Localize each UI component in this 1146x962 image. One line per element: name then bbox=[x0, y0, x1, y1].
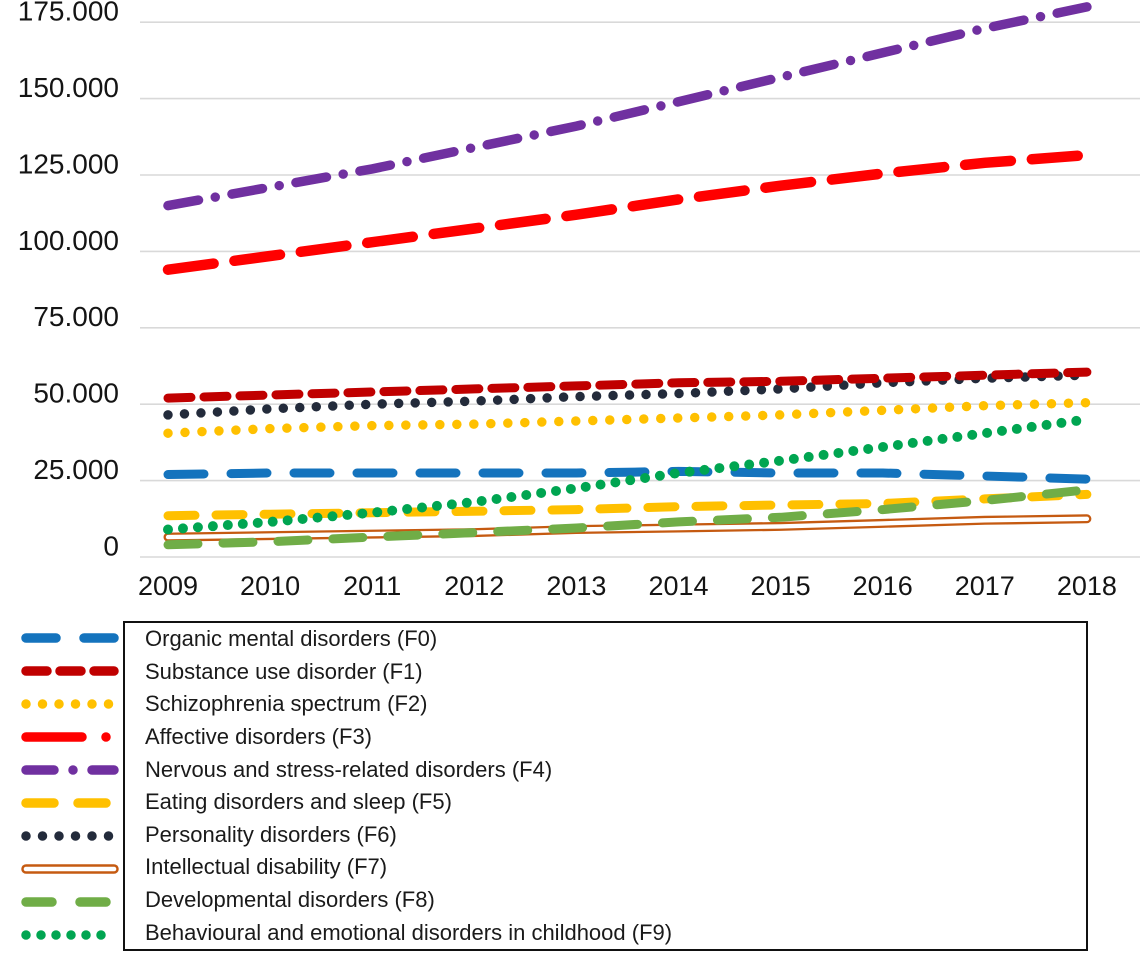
series-line-F8 bbox=[163, 485, 1092, 550]
y-axis-tick-label: 25.000 bbox=[33, 454, 119, 485]
legend-item-F8: Developmental disorders (F8) bbox=[145, 884, 1086, 917]
x-axis-tick-label: 2013 bbox=[546, 571, 606, 601]
legend-item-F7: Intellectual disability (F7) bbox=[145, 851, 1086, 884]
x-axis-tick-label: 2014 bbox=[648, 571, 708, 601]
legend-swatch-F9 bbox=[20, 918, 123, 951]
legend-item-label: Schizophrenia spectrum (F2) bbox=[145, 691, 428, 717]
legend-item-F0: Organic mental disorders (F0) bbox=[145, 623, 1086, 656]
legend-swatch-F0 bbox=[20, 621, 123, 654]
legend-item-label: Intellectual disability (F7) bbox=[145, 854, 388, 880]
legend-swatch-F6 bbox=[20, 819, 123, 852]
legend-line-icon-F4 bbox=[21, 764, 119, 775]
series-line-F0 bbox=[163, 466, 1092, 484]
legend-item-label: Personality disorders (F6) bbox=[145, 821, 397, 847]
legend-item-F9: Behavioural and emotional disorders in c… bbox=[145, 916, 1086, 949]
x-axis-tick-label: 2015 bbox=[751, 571, 811, 601]
legend-swatch-F1 bbox=[20, 654, 123, 687]
series-line-F3 bbox=[162, 149, 1093, 275]
series-line-F5 bbox=[163, 489, 1092, 521]
legend-item-label: Affective disorders (F3) bbox=[145, 724, 373, 750]
x-axis-tick-label: 2017 bbox=[955, 571, 1015, 601]
x-axis-tick-label: 2018 bbox=[1057, 571, 1117, 601]
series-line-F4 bbox=[163, 2, 1092, 211]
legend: Organic mental disorders (F0) Substance u… bbox=[20, 621, 1088, 951]
legend-item-label: Substance use disorder (F1) bbox=[145, 658, 423, 684]
x-axis-tick-label: 2010 bbox=[240, 571, 300, 601]
y-axis-tick-label: 175.000 bbox=[18, 0, 119, 27]
line-chart: 175.000 150.000 125.000 100.000 75.000 50.000… bbox=[18, 0, 1140, 601]
legend-swatch-column bbox=[20, 621, 123, 951]
legend-line-icon-F3 bbox=[21, 731, 119, 742]
x-axis-tick-label: 2012 bbox=[444, 571, 504, 601]
legend-line-icon-F9 bbox=[21, 929, 119, 940]
y-axis-tick-label: 75.000 bbox=[33, 301, 119, 332]
series-lines bbox=[162, 2, 1093, 550]
legend-line-icon-F6 bbox=[21, 830, 119, 841]
legend-item-F3: Affective disorders (F3) bbox=[145, 721, 1086, 754]
legend-swatch-F3 bbox=[20, 720, 123, 753]
legend-line-icon-F7 bbox=[21, 863, 119, 874]
series-line-F6 bbox=[163, 370, 1092, 420]
legend-item-F4: Nervous and stress-related disorders (F4… bbox=[145, 753, 1086, 786]
series-line-F2 bbox=[163, 397, 1092, 438]
legend-item-F5: Eating disorders and sleep (F5) bbox=[145, 786, 1086, 819]
legend-swatch-F7 bbox=[20, 852, 123, 885]
y-axis-tick-label: 125.000 bbox=[18, 148, 119, 179]
y-axis-tick-label: 150.000 bbox=[18, 72, 119, 103]
legend-swatch-F4 bbox=[20, 753, 123, 786]
legend-line-icon-F1 bbox=[21, 665, 119, 676]
x-axis-labels: 2009 2010 2011 2012 2013 2014 2015 2016 2017 2018 bbox=[138, 571, 1117, 601]
x-axis-tick-label: 2011 bbox=[343, 571, 401, 601]
y-axis-tick-label: 50.000 bbox=[33, 378, 119, 409]
legend-line-icon-F5 bbox=[21, 797, 119, 808]
legend-item-F6: Personality disorders (F6) bbox=[145, 819, 1086, 852]
legend-item-F2: Schizophrenia spectrum (F2) bbox=[145, 688, 1086, 721]
y-axis-labels: 175.000 150.000 125.000 100.000 75.000 50.000… bbox=[18, 0, 119, 561]
series-line-F1 bbox=[163, 367, 1092, 403]
legend-line-icon-F0 bbox=[21, 632, 119, 643]
legend-item-label: Eating disorders and sleep (F5) bbox=[145, 789, 452, 815]
legend-item-label: Nervous and stress-related disorders (F4… bbox=[145, 756, 553, 782]
legend-item-label: Organic mental disorders (F0) bbox=[145, 626, 438, 652]
legend-box: Organic mental disorders (F0) Substance u… bbox=[123, 621, 1088, 951]
x-axis-tick-label: 2016 bbox=[853, 571, 913, 601]
legend-item-label: Developmental disorders (F8) bbox=[145, 887, 435, 913]
legend-swatch-F8 bbox=[20, 885, 123, 918]
y-axis-tick-label: 100.000 bbox=[18, 225, 119, 256]
legend-line-icon-F8 bbox=[21, 896, 119, 907]
series-line-F9 bbox=[163, 414, 1092, 535]
legend-item-F1: Substance use disorder (F1) bbox=[145, 656, 1086, 689]
legend-line-icon-F2 bbox=[21, 698, 119, 709]
legend-swatch-F2 bbox=[20, 687, 123, 720]
legend-swatch-F5 bbox=[20, 786, 123, 819]
x-axis-tick-label: 2009 bbox=[138, 571, 198, 601]
legend-item-label: Behavioural and emotional disorders in c… bbox=[145, 919, 673, 945]
y-axis-tick-label: 0 bbox=[103, 530, 119, 561]
